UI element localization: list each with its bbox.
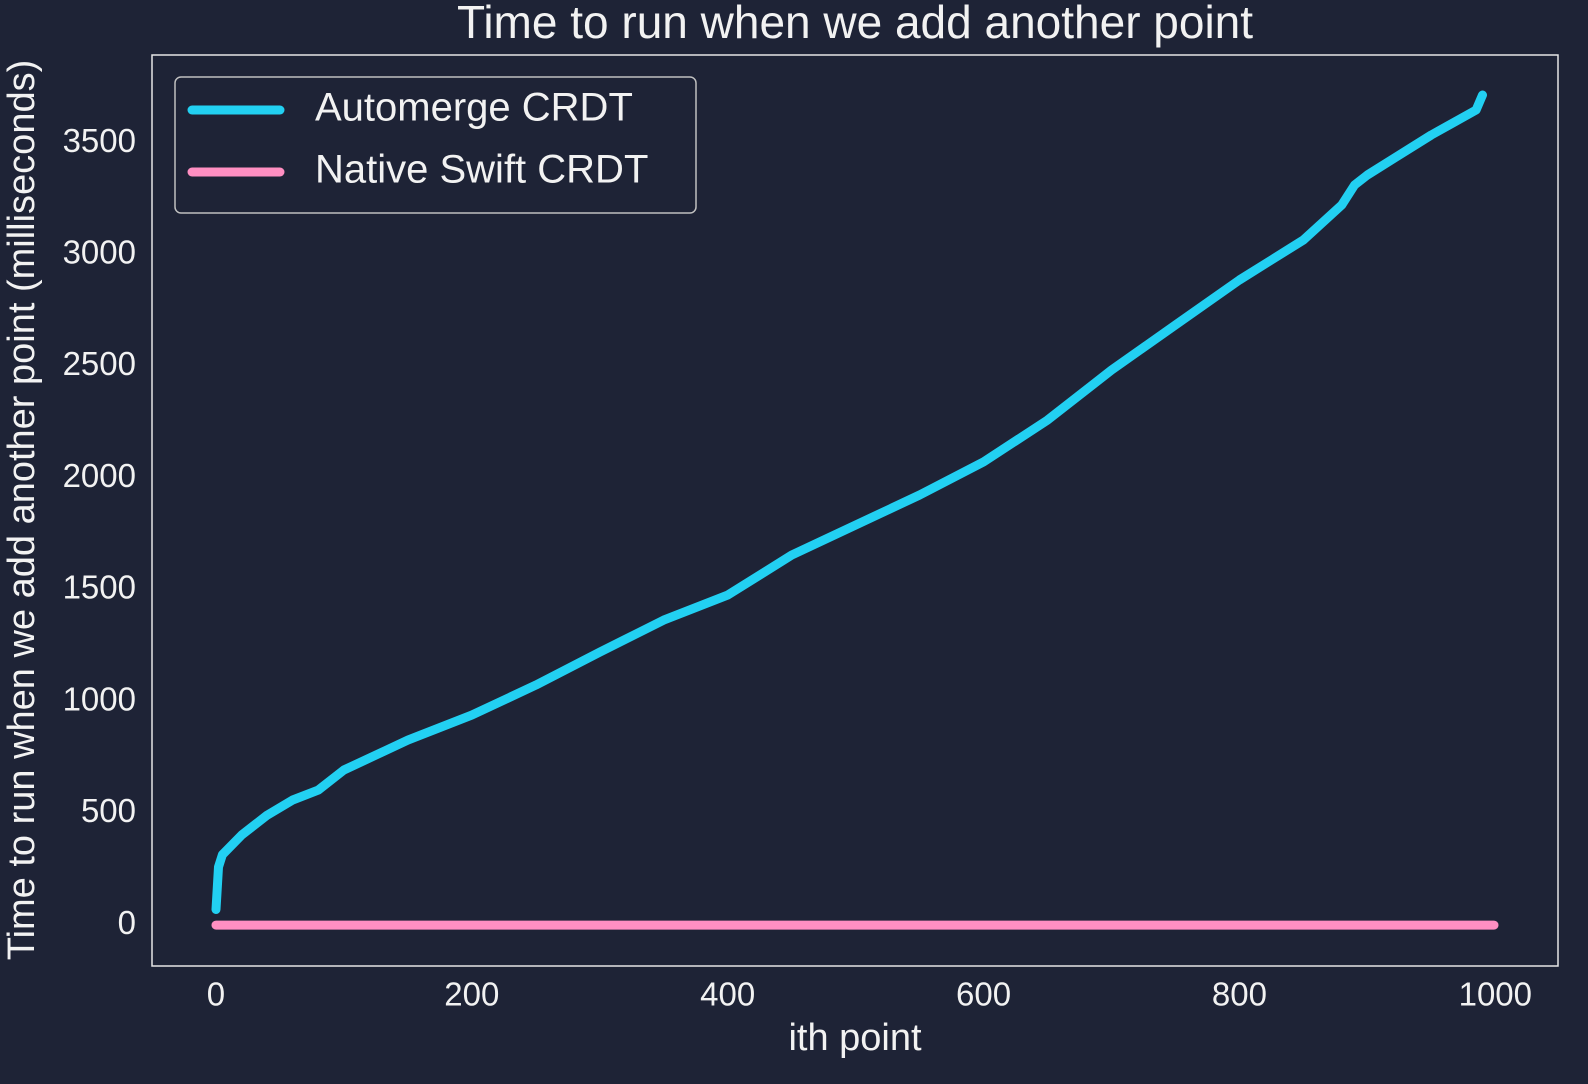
x-tick-label: 200 — [444, 976, 499, 1013]
y-tick-label: 1000 — [63, 680, 136, 717]
y-axis-label: Time to run when we add another point (m… — [1, 60, 43, 960]
x-axis-label: ith point — [788, 1017, 922, 1059]
y-tick-label: 2500 — [63, 345, 136, 382]
data-line — [211, 90, 1487, 914]
y-tick-label: 0 — [118, 904, 136, 941]
x-tick-label: 1000 — [1459, 976, 1532, 1013]
legend-label: Native Swift CRDT — [315, 148, 648, 192]
x-tick-label: 800 — [1212, 976, 1267, 1013]
chart-title: Time to run when we add another point — [457, 0, 1253, 48]
x-tick-label: 600 — [956, 976, 1011, 1013]
y-tick-label: 1500 — [63, 569, 136, 606]
y-tick-label: 3000 — [63, 233, 136, 270]
legend-box — [174, 76, 697, 214]
y-tick-label: 500 — [81, 792, 136, 829]
y-tick-label: 2000 — [63, 457, 136, 494]
x-tick-label: 400 — [700, 976, 755, 1013]
y-tick-label: 3500 — [63, 122, 136, 159]
plot-frame — [151, 54, 1559, 967]
legend-label: Automerge CRDT — [315, 86, 633, 130]
x-tick-label: 0 — [207, 976, 225, 1013]
